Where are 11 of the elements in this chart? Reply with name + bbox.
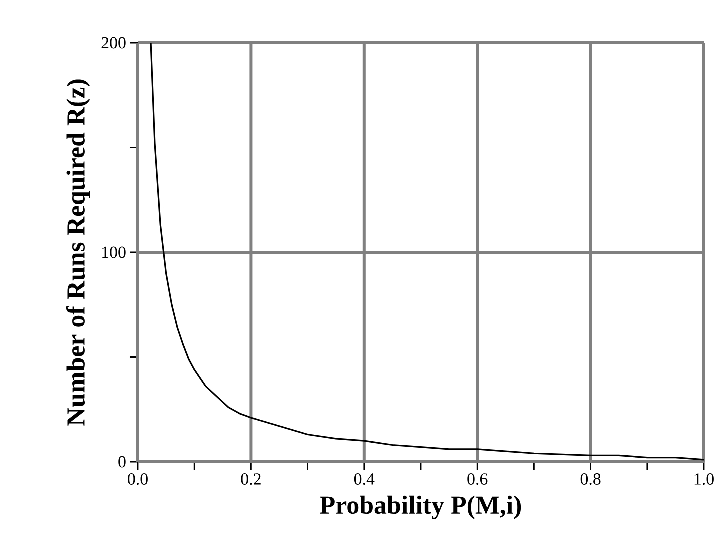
x-tick-label: 0.0 bbox=[128, 474, 148, 486]
x-tick-label: 0.2 bbox=[241, 474, 261, 486]
y-tick-label: 200 bbox=[102, 37, 126, 49]
x-tick-label: 0.6 bbox=[468, 474, 488, 486]
x-tick-label: 0.4 bbox=[354, 474, 375, 486]
y-tick-label: 100 bbox=[102, 246, 126, 258]
x-tick-label: 1.0 bbox=[694, 474, 714, 486]
x-axis-title: Probability P(M,i) bbox=[320, 496, 522, 520]
y-axis-title: Number of Runs Required R(z) bbox=[66, 80, 90, 426]
x-tick-label: 0.8 bbox=[580, 474, 601, 486]
y-tick-label: 0 bbox=[118, 456, 126, 468]
